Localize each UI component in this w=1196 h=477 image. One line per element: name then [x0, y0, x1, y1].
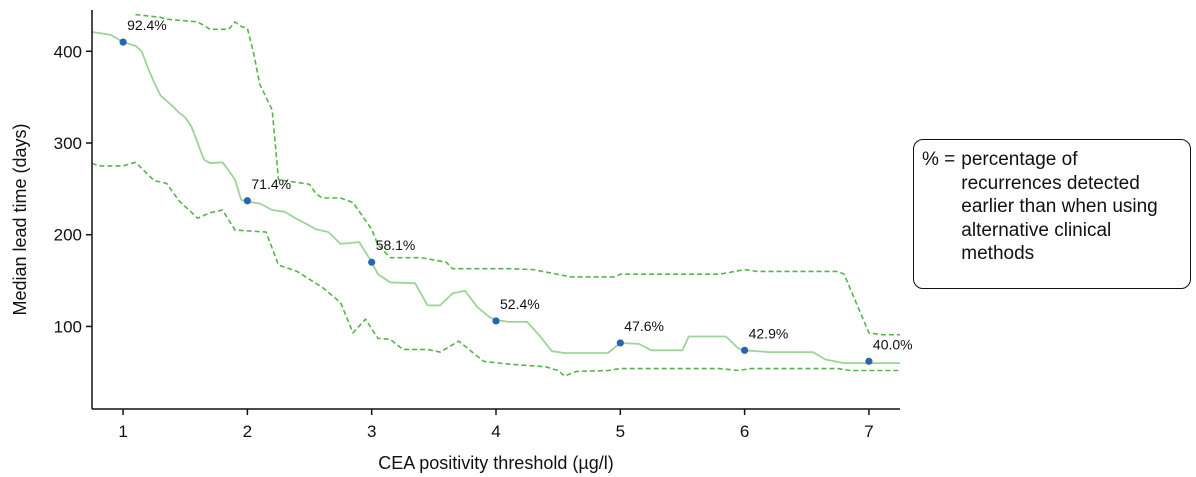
- x-axis-title: CEA positivity threshold (µg/l): [378, 453, 613, 473]
- data-point: [119, 38, 127, 46]
- lower-bound-line: [91, 161, 900, 377]
- data-point-label: 92.4%: [127, 17, 167, 33]
- data-point-label: 58.1%: [376, 237, 416, 253]
- axes: 1 2 3 4 5 6 7 100 200 300 400 CEA positivity thresh…: [10, 10, 900, 473]
- x-tick-label: 4: [491, 422, 500, 441]
- y-tick-label: 200: [54, 226, 82, 245]
- legend-box: % = percentage of recurrences detected e…: [913, 139, 1191, 289]
- data-point-label: 40.0%: [873, 336, 913, 352]
- legend-symbol: % =: [922, 149, 956, 170]
- points-layer: 92.4% 71.4% 58.1% 52.4% 47.6% 42.9% 40.0%: [119, 17, 913, 365]
- upper-bound-line: [135, 13, 900, 336]
- data-point: [741, 346, 749, 354]
- data-point-label: 71.4%: [251, 176, 291, 192]
- x-tick-label: 2: [243, 422, 252, 441]
- x-tick-label: 3: [367, 422, 376, 441]
- data-point-label: 47.6%: [624, 318, 664, 334]
- x-tick-label: 7: [864, 422, 873, 441]
- y-tick-label: 100: [54, 317, 82, 336]
- x-tick-label: 6: [740, 422, 749, 441]
- data-point: [865, 357, 873, 365]
- data-point-label: 52.4%: [500, 296, 540, 312]
- x-tick-label: 5: [616, 422, 625, 441]
- series-layer: [91, 13, 900, 377]
- median-line: [91, 31, 900, 364]
- x-tick-label: 1: [118, 422, 127, 441]
- data-point: [492, 317, 500, 325]
- data-point: [616, 339, 624, 347]
- y-tick-label: 300: [54, 134, 82, 153]
- data-point-label: 42.9%: [749, 325, 789, 341]
- legend-text: percentage of recurrences detected earli…: [961, 149, 1158, 264]
- data-point: [368, 258, 376, 266]
- data-point: [243, 197, 251, 205]
- y-axis-title: Median lead time (days): [10, 123, 30, 315]
- y-tick-label: 400: [54, 42, 82, 61]
